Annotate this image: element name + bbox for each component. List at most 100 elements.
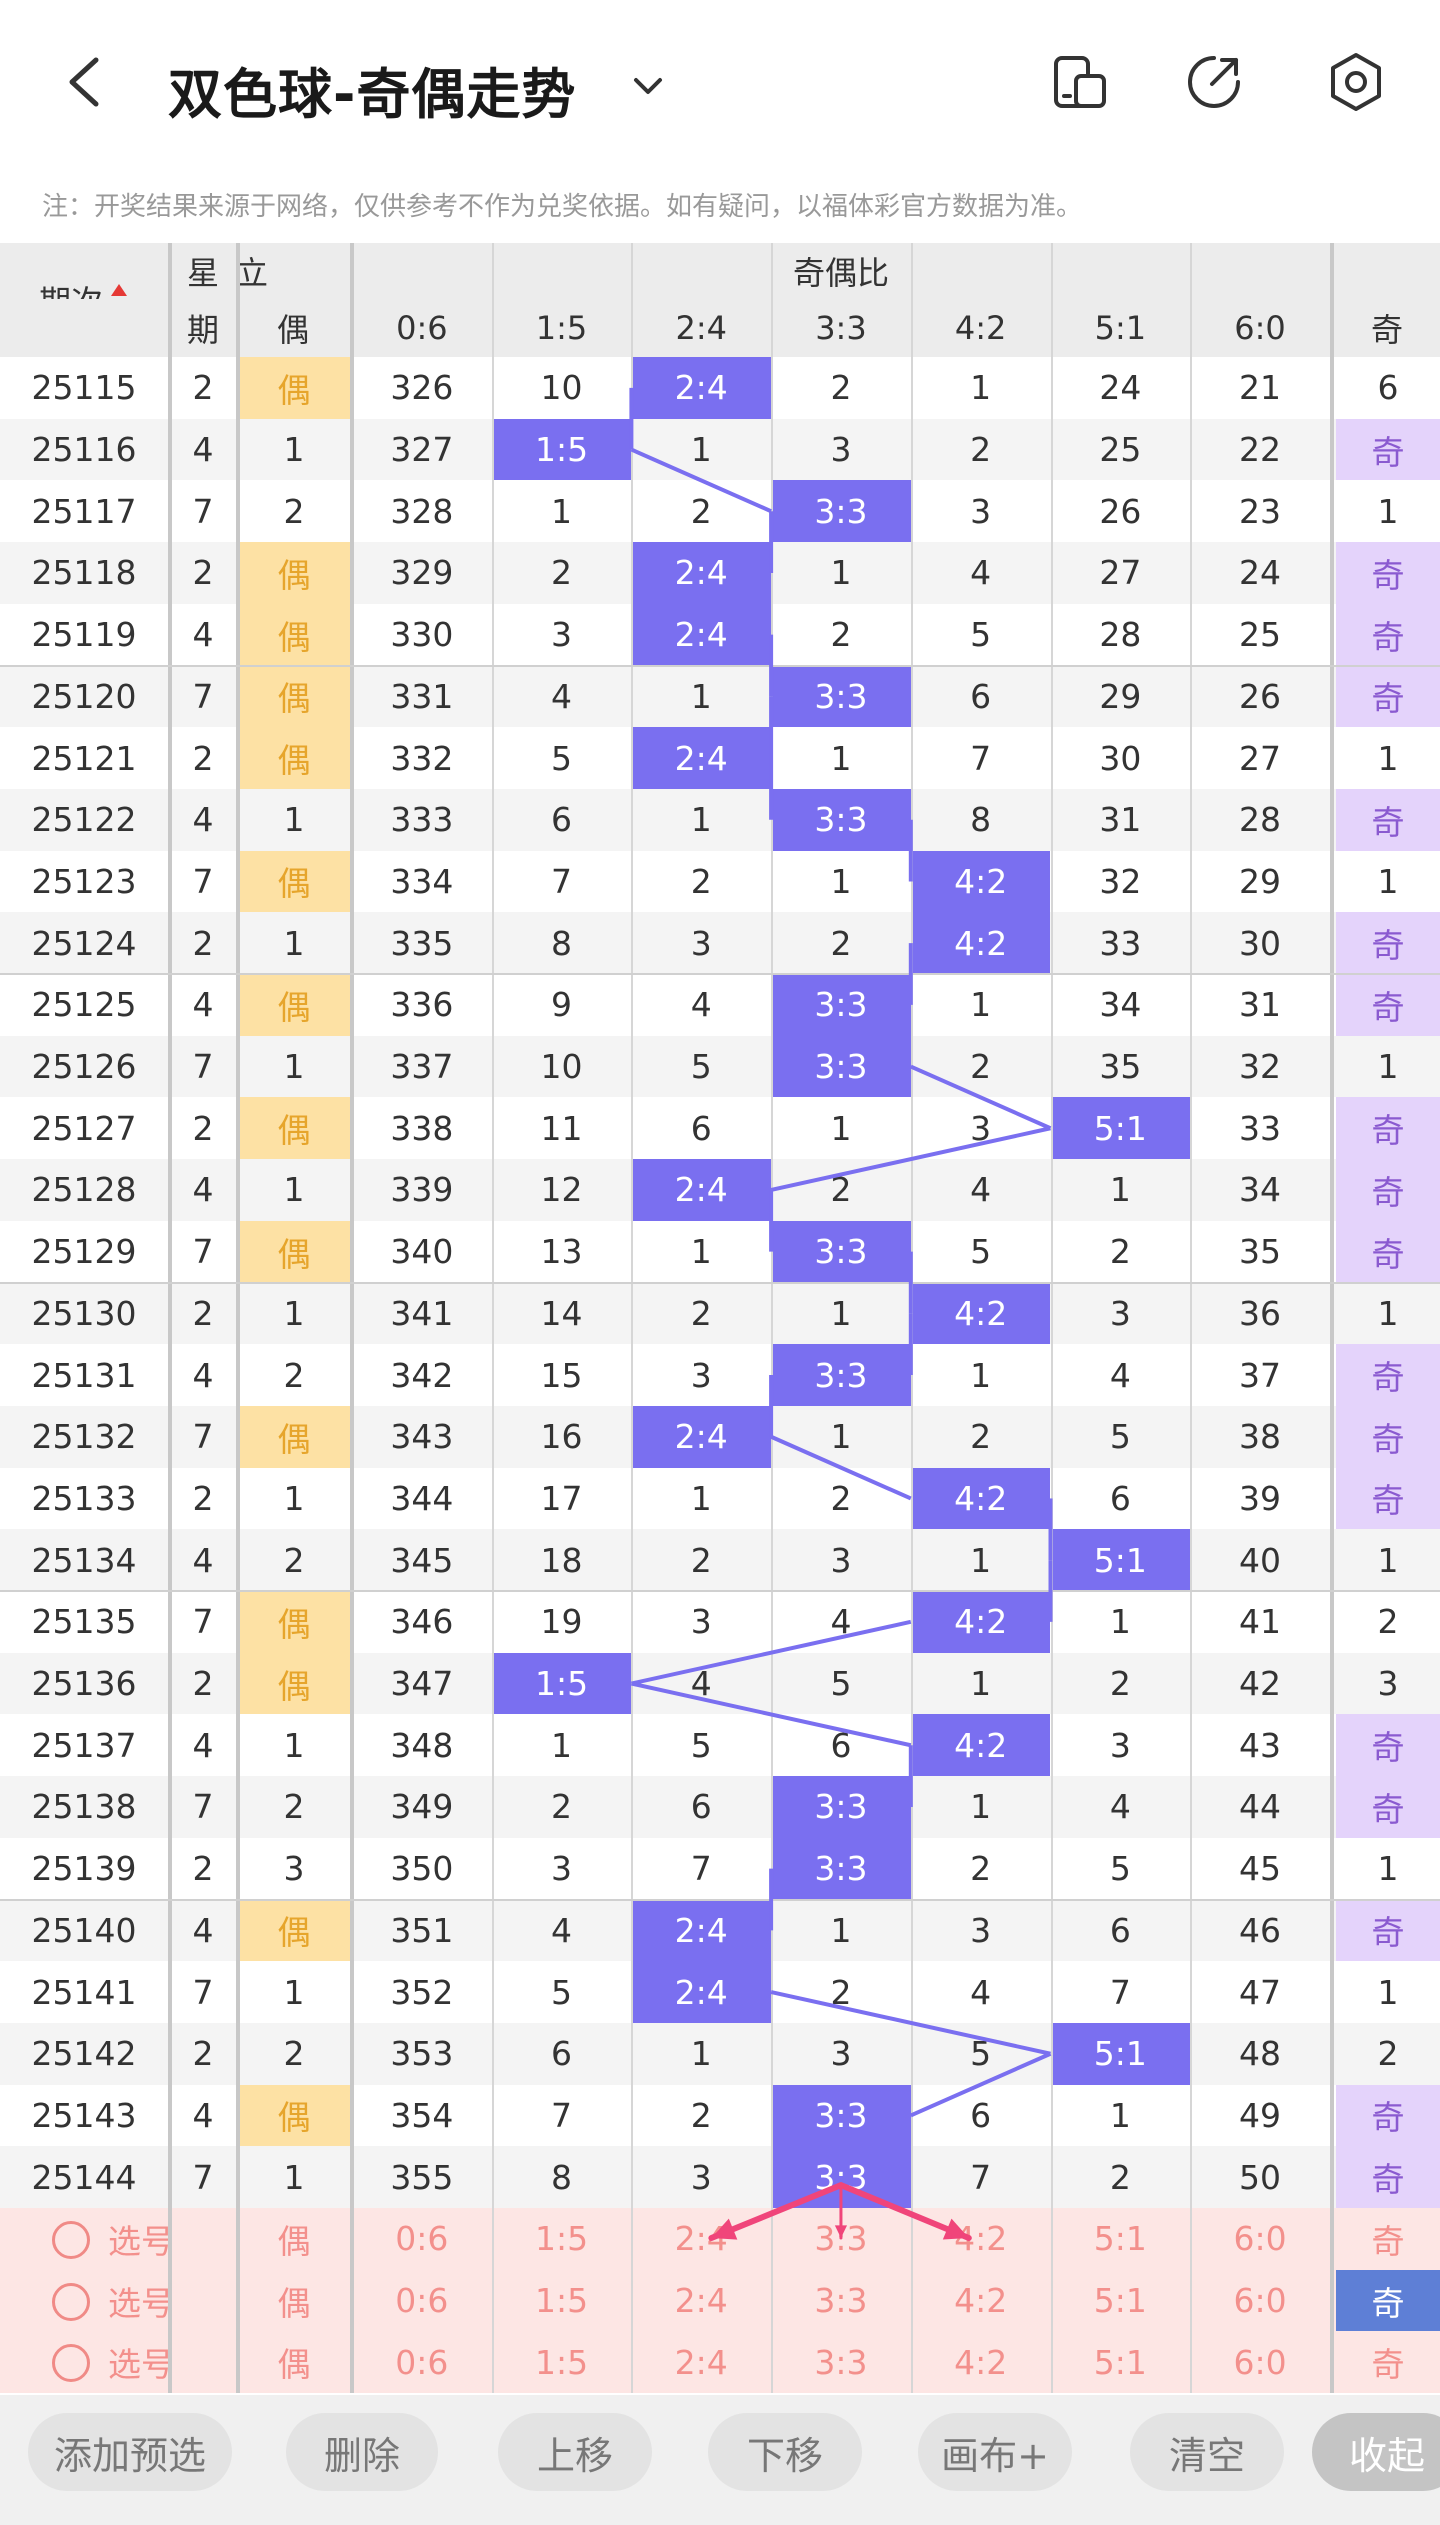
select-ratio-option[interactable]: 6:0 <box>1233 2342 1287 2382</box>
select-ratio-option[interactable]: 0:6 <box>395 2342 449 2382</box>
table-row: 25136 2 偶 347 1:5 4 5 1 2 42 3 <box>0 1652 1440 1715</box>
select-ratio-option[interactable]: 6:0 <box>1233 2281 1287 2321</box>
ratio-cell: 1 <box>690 1478 712 1518</box>
issue-cell: 25132 <box>31 1417 137 1457</box>
select-row: 选号 偶 0:6 1:5 2:4 3:3 4:2 5:1 6:0 奇 <box>0 2269 1440 2332</box>
share-icon[interactable] <box>1182 50 1246 114</box>
canvas-plus-button[interactable]: 画布+ <box>918 2413 1072 2491</box>
select-ratio-option[interactable]: 3:3 <box>814 2219 868 2259</box>
select-ratio-option[interactable]: 1:5 <box>534 2281 589 2321</box>
ji-cell: 奇 <box>1336 418 1440 481</box>
select-ratio-option[interactable]: 4:2 <box>954 2281 1008 2321</box>
weekday-cell: 4 <box>192 1540 214 1580</box>
ratio-cell: 1 <box>690 2034 712 2074</box>
select-radio[interactable] <box>52 2221 90 2259</box>
ji-cell: 奇 <box>1336 1405 1440 1468</box>
select-radio[interactable] <box>52 2282 90 2321</box>
ji-cell: 1 <box>1377 1849 1399 1889</box>
ratio-cell: 32 <box>1099 861 1142 901</box>
issue-cell: 25141 <box>31 1972 137 2012</box>
ou-cell: 1 <box>283 1293 305 1333</box>
select-ratio-option[interactable]: 2:4 <box>674 2342 728 2382</box>
select-radio[interactable] <box>52 2344 90 2383</box>
bottom-toolbar: 添加预选 删除 上移 下移 画布+ 清空 收起 <box>0 2395 1440 2525</box>
issue-cell: 25135 <box>31 1602 137 1642</box>
select-ratio-option[interactable]: 5:1 <box>1093 2342 1147 2382</box>
select-ou-option[interactable]: 偶 <box>277 2221 311 2261</box>
ratio-cell: 350 <box>390 1849 454 1889</box>
ratio-cell: 5 <box>551 738 573 778</box>
ratio-cell: 5:1 <box>1050 1529 1191 1591</box>
move-down-button[interactable]: 下移 <box>708 2413 862 2491</box>
select-ou-option[interactable]: 偶 <box>277 2345 311 2385</box>
ratio-cell: 13 <box>540 1232 583 1272</box>
table-row: 25124 2 1 335 8 3 2 4:2 33 30 奇 <box>0 912 1440 974</box>
ratio-cell: 3 <box>690 2157 712 2197</box>
ratio-cell: 342 <box>390 1355 454 1395</box>
ou-header: 偶 <box>276 311 309 349</box>
settings-icon[interactable] <box>1324 50 1388 114</box>
issue-cell: 25124 <box>31 923 137 963</box>
table-row: 25121 2 偶 332 5 2:4 1 7 30 27 1 <box>0 727 1440 789</box>
app-header: 双色球-奇偶走势 <box>0 0 1440 170</box>
ratio-cell: 1 <box>970 1355 992 1395</box>
ratio-cell: 24 <box>1099 368 1142 408</box>
ratio-cell: 1 <box>830 861 852 901</box>
select-ratio-option[interactable]: 3:3 <box>814 2342 868 2382</box>
select-ratio-option[interactable]: 2:4 <box>674 2219 728 2259</box>
ji-cell: 奇 <box>1336 665 1440 728</box>
ou-cell: 偶 <box>238 1097 350 1160</box>
ratio-cell: 2 <box>690 1540 712 1580</box>
ratio-cell: 2 <box>970 1849 992 1889</box>
ratio-cell: 347 <box>390 1664 454 1704</box>
grid-vline <box>631 243 634 2394</box>
grid-vline <box>1330 243 1334 2394</box>
ratio-cell: 33 <box>1239 1108 1282 1148</box>
select-ji-option[interactable]: 奇 <box>1371 2221 1405 2261</box>
select-ratio-option[interactable]: 5:1 <box>1093 2219 1147 2259</box>
ji-cell: 1 <box>1377 1540 1399 1580</box>
ratio-cell: 49 <box>1239 2095 1282 2135</box>
ratio-cell: 24 <box>1239 553 1282 593</box>
table-header-top: 期次 星 立 奇偶比 <box>0 243 1440 321</box>
select-ratio-option[interactable]: 1:5 <box>534 2342 589 2382</box>
ratio-cell: 3:3 <box>771 2146 911 2208</box>
move-up-button[interactable]: 上移 <box>498 2413 652 2491</box>
ratio-cell: 27 <box>1099 553 1142 593</box>
delete-button[interactable]: 删除 <box>286 2413 438 2491</box>
select-ratio-option[interactable]: 5:1 <box>1093 2281 1147 2321</box>
select-ratio-option[interactable]: 4:2 <box>954 2342 1008 2382</box>
ji-cell: 奇 <box>1336 2146 1440 2208</box>
ji-cell: 1 <box>1377 861 1399 901</box>
select-ratio-option[interactable]: 3:3 <box>814 2281 868 2321</box>
add-preselect-button[interactable]: 添加预选 <box>28 2413 232 2491</box>
ratio-header-1: 1:5 <box>535 309 588 347</box>
ratio-cell: 33 <box>1099 923 1142 963</box>
ratio-cell: 2:4 <box>631 1405 772 1468</box>
ou-cell: 偶 <box>238 1220 350 1283</box>
select-ratio-option[interactable]: 6:0 <box>1233 2219 1287 2259</box>
select-ji-option[interactable]: 奇 <box>1336 2269 1440 2332</box>
select-ji-option[interactable]: 奇 <box>1371 2345 1405 2385</box>
select-ou-option[interactable]: 偶 <box>277 2283 311 2323</box>
select-ratio-option[interactable]: 4:2 <box>954 2219 1008 2259</box>
page-title: 双色球-奇偶走势 <box>168 63 577 126</box>
select-ratio-option[interactable]: 0:6 <box>395 2281 449 2321</box>
back-arrow-icon[interactable] <box>56 52 116 112</box>
select-ratio-option[interactable]: 0:6 <box>395 2219 449 2259</box>
weekday-cell: 7 <box>192 861 214 901</box>
ratio-cell: 3 <box>830 1540 852 1580</box>
ratio-cell: 334 <box>390 861 454 901</box>
device-switch-icon[interactable] <box>1048 50 1112 114</box>
issue-cell: 25144 <box>31 2157 137 2197</box>
collapse-button[interactable]: 收起 <box>1312 2413 1440 2491</box>
select-ratio-option[interactable]: 1:5 <box>534 2219 589 2259</box>
clear-button[interactable]: 清空 <box>1130 2413 1284 2491</box>
table-row: 25127 2 偶 338 11 6 1 3 5:1 33 奇 <box>0 1097 1440 1160</box>
chevron-down-icon[interactable] <box>628 66 668 106</box>
ji-cell: 奇 <box>1336 542 1440 604</box>
ratio-cell: 38 <box>1239 1417 1282 1457</box>
select-ratio-option[interactable]: 2:4 <box>674 2281 728 2321</box>
ratio-cell: 5 <box>551 1972 573 2012</box>
ji-cell: 奇 <box>1336 1097 1440 1160</box>
